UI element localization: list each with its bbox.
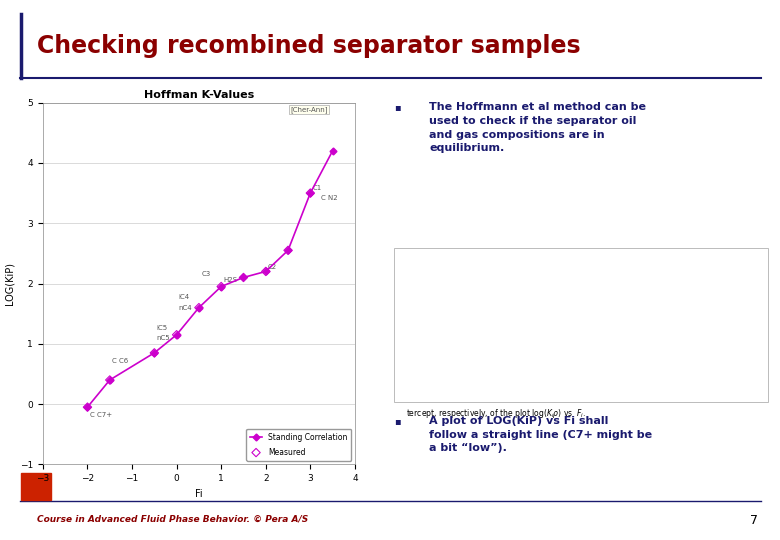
Standing Correlation (172, 332, 181, 338)
Measured (193, 303, 205, 312)
Text: Checking recombined separator samples: Checking recombined separator samples (37, 34, 581, 58)
Text: C3: C3 (201, 272, 211, 278)
Standing Correlation (194, 305, 204, 311)
Text: The Hoffmann et al method can be
used to check if the separator oil
and gas comp: The Hoffmann et al method can be used to… (429, 103, 646, 153)
Line: Standing Correlation: Standing Correlation (85, 148, 335, 409)
Measured (104, 376, 116, 384)
Standing Correlation (306, 190, 315, 197)
Text: $K_i = \dfrac{10^{(A_0 + A_1 F_i)}}{p}$: $K_i = \dfrac{10^{(A_0 + A_1 F_i)}}{p}$ (413, 260, 493, 288)
Text: H2S: H2S (223, 277, 237, 283)
Y-axis label: LOG(KiP): LOG(KiP) (5, 262, 14, 305)
Title: Hoffman K-Values: Hoffman K-Values (144, 90, 254, 100)
Measured (215, 282, 228, 291)
Text: [Cher-Ann]: [Cher-Ann] (290, 106, 328, 113)
Text: where $F_i = \dfrac{1/T_{bi} - 1/T}{1/T_{bi} - 1/T_c}$ $\log(p_{ci}/p_{sc})$;  .: where $F_i = \dfrac{1/T_{bi} - 1/T}{1/T_… (406, 338, 633, 362)
Standing Correlation (83, 404, 92, 410)
Standing Correlation (239, 274, 248, 281)
Measured (260, 267, 272, 276)
Text: A plot of LOG(KiP) vs Fi shall
follow a straight line (C7+ might be
a bit “low”): A plot of LOG(KiP) vs Fi shall follow a … (429, 416, 652, 453)
Bar (21, 472, 51, 500)
Measured (81, 403, 94, 411)
Standing Correlation (150, 349, 159, 356)
Standing Correlation (283, 247, 292, 254)
Text: iC5: iC5 (157, 325, 168, 330)
Text: C C6: C C6 (112, 357, 128, 363)
Text: $T_c$ = critical temperature;  $p_c$ = pressure;  $T_b$ = normal boiling point;
: $T_c$ = critical temperature; $p_c$ = pr… (406, 374, 669, 420)
X-axis label: Fi: Fi (195, 489, 203, 498)
Text: nC4: nC4 (179, 305, 193, 310)
Measured (282, 246, 294, 255)
Measured (170, 330, 183, 339)
Text: iC4: iC4 (179, 294, 190, 300)
FancyBboxPatch shape (394, 248, 768, 402)
Text: C2: C2 (268, 264, 277, 270)
Text: C C7+: C C7+ (90, 412, 112, 418)
Standing Correlation (217, 284, 226, 290)
Text: C1: C1 (313, 185, 322, 191)
Measured (237, 273, 250, 282)
Text: or log $K_i\rho = A_0 + A_1 F_i$,  ......................  (3.155): or log $K_i\rho = A_0 + A_1 F_i$, ......… (406, 306, 609, 319)
Text: Course in Advanced Fluid Phase Behavior. © Pera A/S: Course in Advanced Fluid Phase Behavior.… (37, 515, 309, 524)
Standing Correlation (328, 147, 337, 154)
Legend: Standing Correlation, Measured: Standing Correlation, Measured (246, 429, 351, 461)
Text: ▪: ▪ (394, 416, 400, 426)
Measured (148, 348, 161, 357)
Text: C N2: C N2 (321, 195, 338, 201)
Text: 7: 7 (750, 514, 758, 526)
Text: nC5: nC5 (157, 335, 170, 341)
Standing Correlation (261, 268, 271, 275)
Standing Correlation (105, 377, 115, 383)
Text: ▪: ▪ (394, 103, 400, 112)
Measured (304, 189, 317, 198)
